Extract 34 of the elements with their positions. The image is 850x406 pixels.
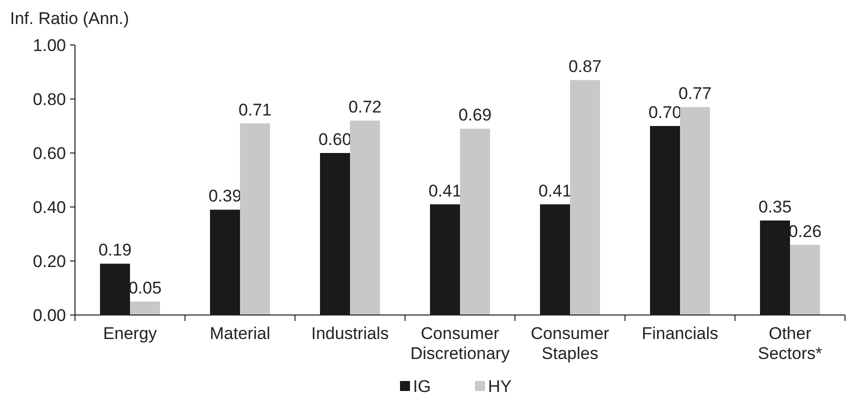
x-tick-label: Consumer Discretionary — [410, 324, 510, 363]
bar — [460, 128, 490, 315]
bar — [350, 120, 380, 315]
x-tick-label: Industrials — [311, 324, 389, 343]
legend-label: HY — [488, 377, 512, 396]
data-label: 0.87 — [568, 57, 602, 76]
bar — [130, 302, 160, 315]
data-label: 0.41 — [428, 181, 462, 200]
x-tick-label: Other Sectors* — [758, 324, 823, 363]
data-label: 0.41 — [538, 181, 572, 200]
bar — [240, 123, 270, 315]
data-label: 0.39 — [208, 186, 242, 206]
data-label: 0.77 — [678, 84, 712, 104]
y-tick-label: 1.00 — [32, 36, 66, 55]
y-tick-label: 0.00 — [32, 306, 66, 325]
data-label: 0.71 — [238, 100, 272, 120]
x-tick-label: Energy — [103, 324, 158, 343]
y-tick-label: 0.80 — [32, 90, 66, 109]
data-label: 0.35 — [758, 198, 792, 216]
data-label: 0.60 — [318, 130, 352, 149]
x-tick-label: Financials — [642, 324, 718, 343]
bar — [790, 244, 820, 315]
legend-label: IG — [413, 377, 431, 396]
bar — [570, 80, 600, 315]
data-label: 0.72 — [348, 98, 382, 117]
y-axis-title: Inf. Ratio (Ann.) — [10, 9, 130, 28]
y-tick-label: 0.40 — [32, 198, 66, 217]
y-tick-label: 0.60 — [32, 144, 66, 163]
x-tick-label: Consumer Staples — [530, 324, 610, 363]
data-label: 0.69 — [458, 106, 492, 125]
bar — [680, 107, 710, 315]
data-label: 0.19 — [98, 240, 132, 260]
x-tick-label: Material — [210, 324, 270, 343]
y-tick-label: 0.20 — [32, 252, 66, 271]
